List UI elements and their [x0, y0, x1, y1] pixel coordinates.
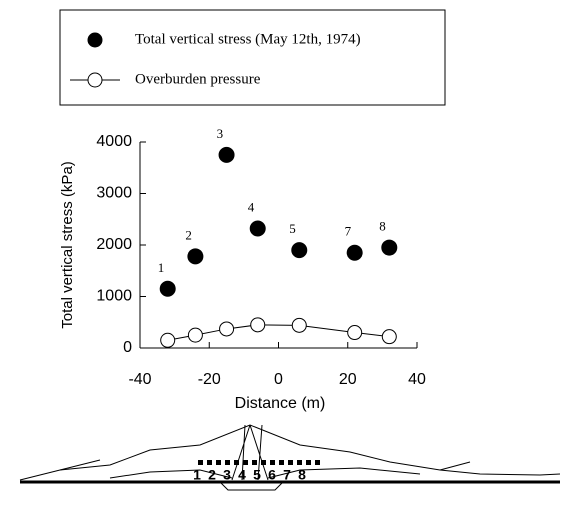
dam-zones — [109, 467, 421, 479]
y-tick-label: 0 — [123, 339, 132, 356]
sensor — [234, 460, 239, 465]
x-tick-label: 40 — [408, 371, 426, 388]
sensor — [198, 460, 203, 465]
legend-marker — [87, 32, 103, 48]
sensor — [225, 460, 230, 465]
sensor-label: 1 — [193, 467, 201, 483]
point — [160, 332, 176, 348]
x-tick-label: 0 — [274, 371, 283, 388]
point — [159, 280, 176, 297]
sensor-label: 7 — [283, 467, 291, 483]
point — [291, 242, 308, 259]
sensor — [306, 460, 311, 465]
point — [187, 327, 203, 343]
point-label: 5 — [289, 221, 296, 236]
dam-core — [231, 424, 269, 481]
legend-label: Overburden pressure — [135, 71, 261, 87]
sensor-label: 4 — [238, 467, 246, 483]
point — [291, 317, 307, 333]
sensor — [315, 460, 320, 465]
point — [218, 146, 235, 163]
x-tick-label: -40 — [128, 371, 151, 388]
y-tick-label: 3000 — [96, 185, 132, 202]
x-axis-label: Distance (m) — [235, 395, 326, 412]
sensor-label: 6 — [268, 467, 276, 483]
point — [187, 248, 204, 265]
y-tick-label: 4000 — [96, 133, 132, 150]
y-tick-label: 2000 — [96, 236, 132, 253]
sensor-label: 3 — [223, 467, 231, 483]
point-label: 3 — [217, 126, 224, 141]
legend-label: Total vertical stress (May 12th, 1974) — [135, 31, 361, 47]
sensor-label: 2 — [208, 467, 216, 483]
point — [346, 244, 363, 261]
point — [347, 325, 363, 341]
point-label: 4 — [248, 200, 255, 215]
point — [249, 220, 266, 237]
point-label: 8 — [379, 219, 386, 234]
point — [381, 329, 397, 345]
x-tick-label: -20 — [198, 371, 221, 388]
sensor — [207, 460, 212, 465]
point — [219, 321, 235, 337]
sensor-label: 8 — [298, 467, 306, 483]
sensor — [270, 460, 275, 465]
cutoff — [219, 481, 284, 491]
legend-marker — [87, 72, 103, 88]
sensor — [279, 460, 284, 465]
point-label: 7 — [345, 224, 352, 239]
sensor — [243, 460, 248, 465]
point — [381, 239, 398, 256]
dam-section — [19, 424, 561, 491]
sensor — [297, 460, 302, 465]
point-label: 2 — [185, 227, 192, 242]
x-tick-label: 20 — [339, 371, 357, 388]
y-tick-label: 1000 — [96, 288, 132, 305]
sensor-label: 5 — [253, 467, 261, 483]
sensor — [288, 460, 293, 465]
dam-outline — [19, 424, 561, 481]
legend-box — [59, 9, 446, 106]
sensor — [261, 460, 266, 465]
berms — [59, 459, 471, 471]
point — [250, 317, 266, 333]
y-axis-label: Total vertical stress (kPa) — [59, 161, 76, 329]
point-label: 1 — [158, 260, 165, 275]
sensor — [252, 460, 257, 465]
sensor — [216, 460, 221, 465]
